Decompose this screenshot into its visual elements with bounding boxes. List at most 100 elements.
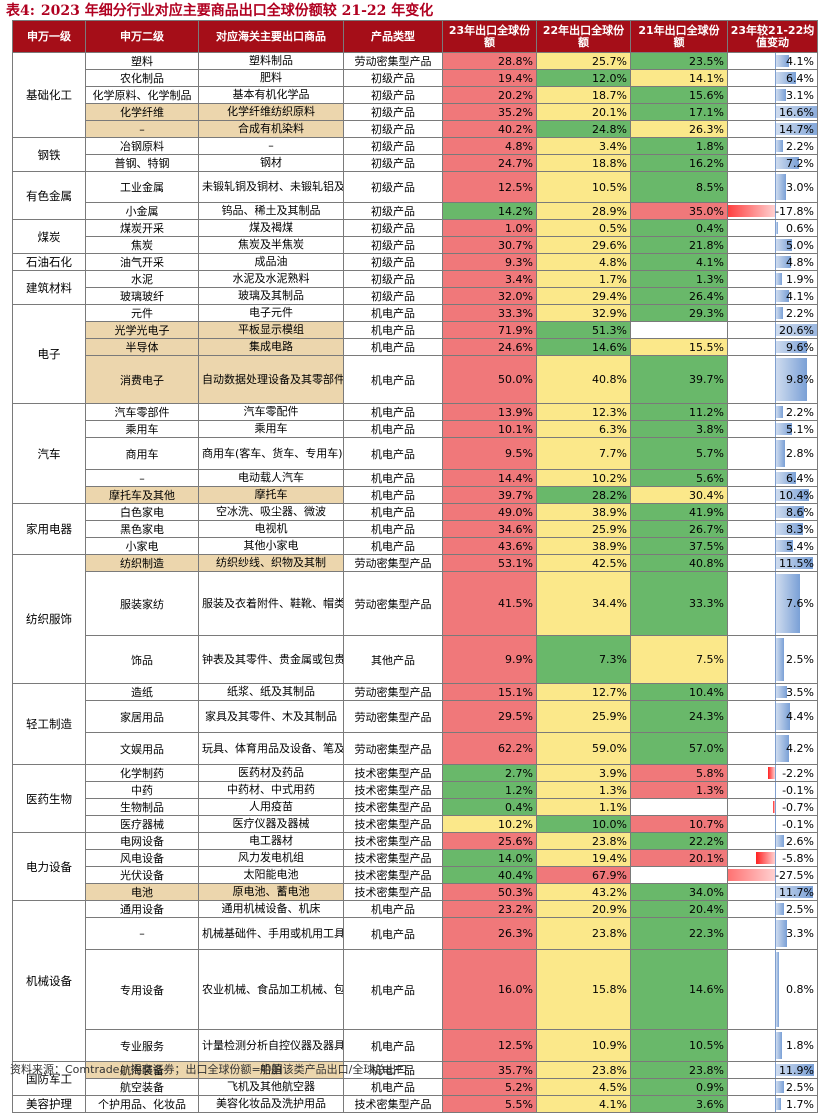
sw-level2-cell: 中药 [86,782,199,799]
sw-level1-cell: 美容护理 [13,1096,86,1113]
change-cell: 9.6% [728,339,818,356]
share-v23-cell: 71.9% [443,322,537,339]
share-v22-cell: 59.0% [537,733,631,765]
customs-product-cell: 水泥及水泥熟料 [199,271,344,288]
product-type-cell: 机电产品 [344,918,443,950]
sw-level2-cell: 专用设备 [86,950,199,1030]
share-v21-cell: 40.8% [631,555,728,572]
table-row: 有色金属工业金属未锻轧铜及铜材、未锻轧铝及铝材初级产品12.5%10.5%8.5… [13,172,818,203]
change-bar [776,835,784,847]
change-bar [776,903,784,915]
product-type-cell: 初级产品 [344,155,443,172]
share-v21-cell [631,867,728,884]
share-v23-cell: 4.8% [443,138,537,155]
change-value: 2.5% [786,1081,814,1094]
product-type-cell: 其他产品 [344,636,443,684]
share-v22-cell: 15.8% [537,950,631,1030]
product-type-cell: 技术密集型产品 [344,833,443,850]
share-v21-cell: 26.7% [631,521,728,538]
change-cell: -0.1% [728,782,818,799]
share-v21-cell: 5.8% [631,765,728,782]
product-type-cell: 初级产品 [344,254,443,271]
share-v21-cell: 29.3% [631,305,728,322]
sw-level2-cell: 焦炭 [86,237,199,254]
header-2022: 22年出口全球份额 [537,21,631,53]
share-v22-cell: 20.9% [537,901,631,918]
customs-product-cell: 人用疫苗 [199,799,344,816]
share-v22-cell: 1.3% [537,782,631,799]
sw-level2-cell: 塑料 [86,53,199,70]
product-type-cell: 机电产品 [344,421,443,438]
sw-level1-cell: 医药生物 [13,765,86,833]
sw-level1-cell: 有色金属 [13,172,86,220]
share-v22-cell: 10.9% [537,1030,631,1062]
sw-level2-cell: 饰品 [86,636,199,684]
customs-product-cell: 其他小家电 [199,538,344,555]
sw-level1-cell: 基础化工 [13,53,86,138]
share-v21-cell: 10.5% [631,1030,728,1062]
sw-level1-cell: 纺织服饰 [13,555,86,684]
header-row: 申万一级 申万二级 对应海关主要出口商品 产品类型 23年出口全球份额 22年出… [13,21,818,53]
sw-level1-cell: 石油石化 [13,254,86,271]
share-v23-cell: 13.9% [443,404,537,421]
customs-product-cell: 钟表及其零件、贵金属或包贵金属的首饰、珍珠、宝石及半宝石 [199,636,344,684]
change-bar [776,952,779,1027]
share-v21-cell: 57.0% [631,733,728,765]
share-v22-cell: 10.0% [537,816,631,833]
sw-level2-cell: 文娱用品 [86,733,199,765]
sw-level2-cell: – [86,918,199,950]
customs-product-cell: 太阳能电池 [199,867,344,884]
change-cell: 16.6% [728,104,818,121]
share-v21-cell: 1.8% [631,138,728,155]
customs-product-cell: 自动数据处理设备及其零部件、手机、音视频设备及其零件 [199,356,344,404]
share-v22-cell: 19.4% [537,850,631,867]
customs-product-cell: 通用机械设备、机床 [199,901,344,918]
share-v22-cell: 24.8% [537,121,631,138]
sw-level2-cell: 服装家纺 [86,572,199,636]
share-v23-cell: 10.1% [443,421,537,438]
share-v23-cell: 30.7% [443,237,537,254]
change-value: 2.5% [786,653,814,666]
customs-product-cell: 集成电路 [199,339,344,356]
change-value: 2.6% [786,835,814,848]
share-v23-cell: 16.0% [443,950,537,1030]
share-v22-cell: 4.1% [537,1096,631,1113]
share-v22-cell: 38.9% [537,538,631,555]
change-cell: 2.6% [728,833,818,850]
change-value: -0.7% [782,801,814,814]
product-type-cell: 初级产品 [344,87,443,104]
change-value: 5.4% [786,540,814,553]
change-value: 11.9% [779,1064,814,1077]
change-cell: 4.1% [728,288,818,305]
change-cell: -2.2% [728,765,818,782]
sw-level2-cell: 消费电子 [86,356,199,404]
header-customs: 对应海关主要出口商品 [199,21,344,53]
share-v23-cell: 9.3% [443,254,537,271]
change-cell: 11.7% [728,884,818,901]
change-cell: 2.2% [728,305,818,322]
change-cell: 2.5% [728,636,818,684]
share-v22-cell: 28.9% [537,203,631,220]
product-type-cell: 初级产品 [344,121,443,138]
product-type-cell: 初级产品 [344,70,443,87]
product-type-cell: 机电产品 [344,1079,443,1096]
customs-product-cell: 农业机械、食品加工机械、包装机械、印刷装订机械及其零件、纺织机械及其零件、缝制机… [199,950,344,1030]
change-value: 1.7% [786,1098,814,1111]
sw-level2-cell: 普钢、特钢 [86,155,199,172]
share-v21-cell: 3.8% [631,421,728,438]
change-value: 0.6% [786,222,814,235]
product-type-cell: 机电产品 [344,1030,443,1062]
change-bar [776,89,786,101]
sw-level1-cell: 家用电器 [13,504,86,555]
sw-level2-cell: 造纸 [86,684,199,701]
change-cell: 8.3% [728,521,818,538]
share-v23-cell: 32.0% [443,288,537,305]
change-value: 3.1% [786,89,814,102]
